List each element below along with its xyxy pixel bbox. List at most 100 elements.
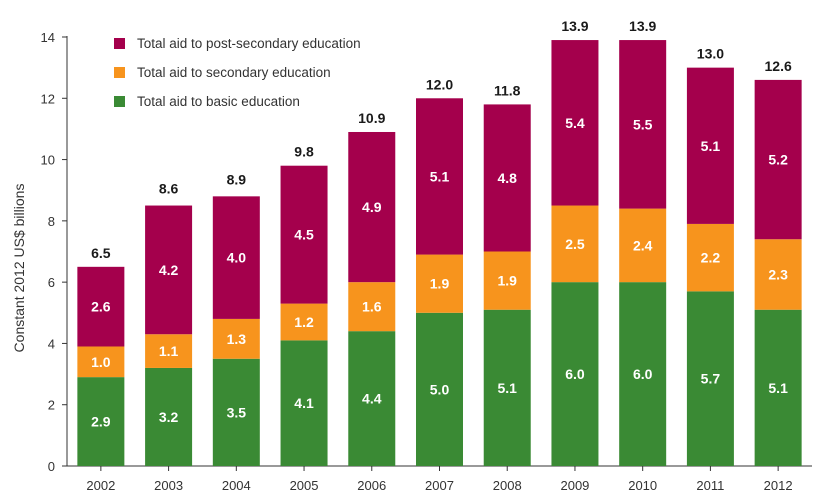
total-value-label: 13.9 bbox=[629, 18, 656, 34]
legend-item: Total aid to basic education bbox=[114, 94, 300, 109]
bar-segment bbox=[416, 98, 463, 255]
y-tick-label: 4 bbox=[48, 336, 55, 351]
segment-value-label: 5.1 bbox=[701, 138, 721, 154]
bar-segment bbox=[754, 309, 802, 466]
segment-value-label: 1.2 bbox=[294, 314, 314, 330]
y-tick-label: 10 bbox=[41, 153, 55, 168]
bar-segment bbox=[348, 282, 396, 332]
segment-value-label: 4.9 bbox=[362, 199, 382, 215]
bar-group-2012: 5.1 2.3 5.2 12.6 2012 bbox=[754, 58, 802, 493]
y-tick-label: 2 bbox=[48, 398, 55, 413]
segment-value-label: 1.9 bbox=[497, 273, 517, 289]
bars: 2.9 1.0 2.6 6.5 2002 3.2 1.1 4.2 8.6 2003 3.5 1.3 4.… bbox=[77, 18, 802, 493]
segment-value-label: 5.4 bbox=[565, 115, 585, 131]
bar-segment bbox=[212, 358, 260, 466]
segment-value-label: 5.0 bbox=[430, 381, 450, 397]
legend-swatch bbox=[114, 96, 125, 107]
segment-value-label: 5.7 bbox=[701, 371, 721, 387]
legend-swatch bbox=[114, 38, 125, 49]
segment-value-label: 2.5 bbox=[565, 236, 585, 252]
bar-group-2011: 5.7 2.2 5.1 13.0 2011 bbox=[686, 46, 734, 493]
segment-value-label: 4.5 bbox=[294, 227, 314, 243]
y-tick-label: 8 bbox=[48, 214, 55, 229]
bar-segment bbox=[280, 340, 328, 466]
bar-segment bbox=[280, 303, 328, 341]
x-tick-label: 2002 bbox=[86, 478, 115, 493]
legend-label: Total aid to post-secondary education bbox=[137, 36, 361, 51]
segment-value-label: 3.5 bbox=[227, 404, 247, 420]
x-tick-label: 2007 bbox=[425, 478, 454, 493]
bar-group-2009: 6.0 2.5 5.4 13.9 2009 bbox=[551, 18, 599, 493]
segment-value-label: 4.8 bbox=[497, 170, 517, 186]
bar-segment bbox=[483, 104, 531, 252]
x-tick-label: 2009 bbox=[560, 478, 589, 493]
bar-segment bbox=[686, 223, 734, 292]
bar-segment bbox=[77, 377, 125, 466]
bar-segment bbox=[280, 165, 328, 304]
segment-value-label: 5.1 bbox=[768, 380, 788, 396]
x-tick-label: 2010 bbox=[628, 478, 657, 493]
segment-value-label: 4.1 bbox=[294, 395, 314, 411]
bar-segment bbox=[77, 266, 125, 347]
legend: Total aid to post-secondary education Tot… bbox=[114, 36, 361, 109]
segment-value-label: 3.2 bbox=[159, 409, 179, 425]
legend-label: Total aid to basic education bbox=[137, 94, 300, 109]
legend-label: Total aid to secondary education bbox=[137, 65, 331, 80]
y-axis-title: Constant 2012 US$ billions bbox=[11, 184, 27, 353]
segment-value-label: 5.5 bbox=[633, 116, 653, 132]
segment-value-label: 1.3 bbox=[227, 331, 247, 347]
segment-value-label: 5.1 bbox=[430, 168, 450, 184]
bar-segment bbox=[416, 254, 463, 313]
x-tick-label: 2004 bbox=[222, 478, 251, 493]
total-value-label: 10.9 bbox=[358, 110, 385, 126]
segment-value-label: 4.0 bbox=[227, 250, 247, 266]
total-value-label: 12.6 bbox=[765, 58, 792, 74]
bar-group-2007: 5.0 1.9 5.1 12.0 2007 bbox=[416, 76, 463, 493]
bar-segment bbox=[619, 40, 667, 209]
bar-segment bbox=[348, 131, 396, 283]
bar-group-2003: 3.2 1.1 4.2 8.6 2003 bbox=[145, 180, 193, 493]
bar-group-2008: 5.1 1.9 4.8 11.8 2008 bbox=[483, 82, 531, 493]
bar-segment bbox=[551, 282, 599, 466]
bar-segment bbox=[483, 251, 531, 310]
total-value-label: 8.9 bbox=[227, 171, 247, 187]
segment-value-label: 2.3 bbox=[768, 266, 788, 282]
bar-group-2002: 2.9 1.0 2.6 6.5 2002 bbox=[77, 245, 125, 493]
segment-value-label: 4.4 bbox=[362, 391, 382, 407]
bar-segment bbox=[145, 334, 193, 368]
segment-value-label: 6.0 bbox=[565, 366, 585, 382]
segment-value-label: 5.1 bbox=[497, 380, 517, 396]
y-tick-label: 14 bbox=[41, 30, 55, 45]
total-value-label: 11.8 bbox=[494, 82, 521, 98]
x-tick-label: 2011 bbox=[696, 478, 724, 493]
bar-segment bbox=[348, 331, 396, 466]
total-value-label: 12.0 bbox=[426, 76, 453, 92]
bar-group-2010: 6.0 2.4 5.5 13.9 2010 bbox=[619, 18, 667, 493]
segment-value-label: 6.0 bbox=[633, 366, 653, 382]
segment-value-label: 2.2 bbox=[701, 250, 721, 266]
bar-segment bbox=[145, 205, 193, 335]
legend-item: Total aid to post-secondary education bbox=[114, 36, 361, 51]
bar-segment bbox=[483, 309, 531, 466]
bar-segment bbox=[77, 346, 125, 378]
bar-segment bbox=[619, 282, 667, 466]
bar-segment bbox=[551, 205, 599, 283]
total-value-label: 8.6 bbox=[159, 180, 179, 196]
bar-segment bbox=[686, 291, 734, 466]
total-value-label: 6.5 bbox=[91, 245, 111, 261]
total-value-label: 13.0 bbox=[697, 46, 724, 62]
bar-segment bbox=[754, 239, 802, 310]
bar-segment bbox=[212, 318, 260, 359]
segment-value-label: 4.2 bbox=[159, 262, 179, 278]
bar-group-2004: 3.5 1.3 4.0 8.9 2004 bbox=[212, 171, 260, 493]
x-tick-label: 2003 bbox=[154, 478, 183, 493]
bar-segment bbox=[754, 79, 802, 240]
segment-value-label: 1.1 bbox=[159, 343, 179, 359]
y-tick-label: 0 bbox=[48, 459, 55, 474]
bar-group-2006: 4.4 1.6 4.9 10.9 2006 bbox=[348, 110, 396, 493]
segment-value-label: 2.9 bbox=[91, 414, 111, 430]
bar-segment bbox=[551, 40, 599, 206]
bar-group-2005: 4.1 1.2 4.5 9.8 2005 bbox=[280, 144, 328, 493]
bar-segment bbox=[619, 208, 667, 283]
